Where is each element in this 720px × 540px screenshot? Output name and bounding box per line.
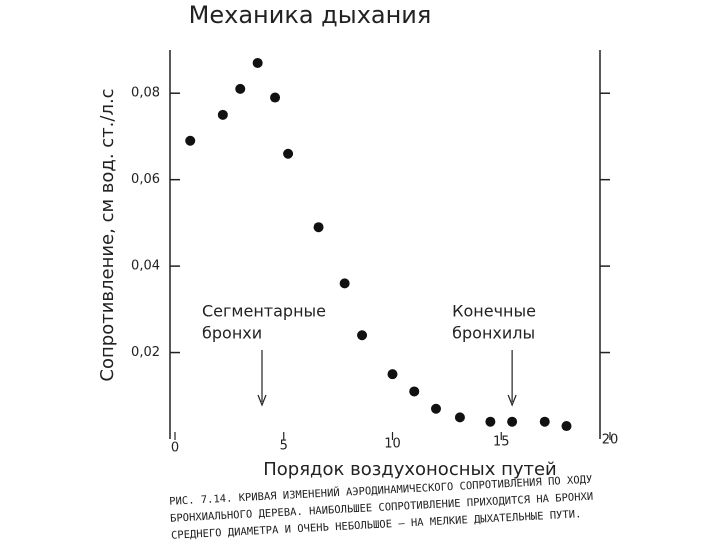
point [185,135,196,146]
arrow-head [257,394,267,407]
point [283,148,294,159]
x-tick-label: 5 [280,439,288,454]
x-axis-label: Порядок воздухоносных путей [263,459,557,480]
point [485,416,496,427]
point [270,92,281,103]
point [313,222,324,233]
point [507,416,518,427]
point [235,83,246,94]
y-axis-label: Сопротивление, см вод. ст./л.с [97,88,118,381]
point [561,421,572,432]
y-tick-label: 0,02 [131,345,160,360]
y-tick-label: 0,04 [131,259,160,274]
y-tick-label: 0,06 [131,172,160,187]
point [539,416,550,427]
arrow-head [507,394,517,407]
x-tick-label: 15 [493,435,510,450]
x-tick-label: 20 [602,433,619,448]
point [357,330,368,341]
annotation: Сегментарные [202,302,326,321]
annotation: бронхи [202,324,262,343]
caption: РИС. 7.14. КРИВАЯ ИЗМЕНЕНИЙ АЭРОДИНАМИЧЕ… [169,473,594,540]
chart-title: Механика дыхания [189,1,432,29]
y-tick-label: 0,08 [131,86,160,101]
point [217,109,228,120]
point [454,412,465,423]
point [387,369,398,380]
annotation: Конечные [452,302,536,321]
point [339,278,350,289]
annotation: бронхилы [452,324,535,343]
point [252,57,263,68]
point [431,403,441,414]
x-tick-label: 0 [171,441,179,456]
point [409,386,420,397]
x-tick-label: 10 [384,437,401,452]
